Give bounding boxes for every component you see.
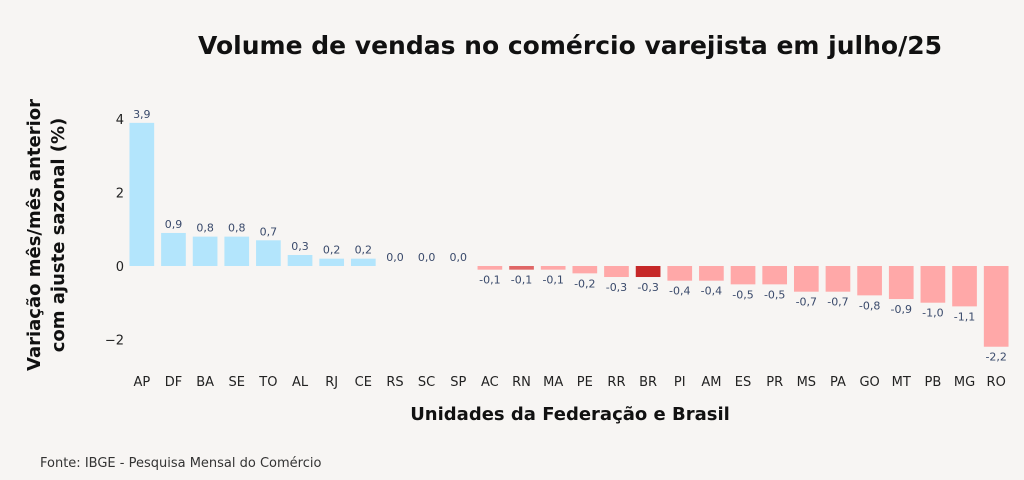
data-label-se: 0,8 bbox=[228, 222, 246, 235]
bar-pi bbox=[667, 266, 693, 281]
data-label-ac: -0,1 bbox=[479, 274, 500, 287]
data-label-go: -0,8 bbox=[859, 299, 880, 312]
bar-df bbox=[161, 232, 186, 266]
bar-pb bbox=[920, 266, 946, 303]
x-tick-to: TO bbox=[258, 375, 277, 390]
data-label-pe: -0,2 bbox=[574, 277, 595, 290]
data-label-es: -0,5 bbox=[732, 288, 753, 301]
x-tick-pr: PR bbox=[766, 375, 783, 390]
data-label-ms: -0,7 bbox=[796, 296, 817, 309]
y-axis-title: Variação mês/mês anterior com ajuste saz… bbox=[24, 99, 69, 371]
data-label-ap: 3,9 bbox=[133, 108, 151, 121]
x-tick-al: AL bbox=[292, 375, 309, 390]
x-tick-mt: MT bbox=[892, 375, 911, 390]
data-label-sp: 0,0 bbox=[450, 251, 468, 264]
y-tick-label: 0 bbox=[116, 260, 124, 275]
data-label-mt: -0,9 bbox=[891, 303, 912, 316]
x-tick-am: AM bbox=[701, 375, 721, 390]
x-tick-go: GO bbox=[859, 375, 879, 390]
data-labels: 3,9 0,9 0,8 0,8 0,7 0,3 0,2 0,2 0,0 0,0 0,0 -0,1 -0,… bbox=[133, 108, 1007, 364]
x-axis-ticks: AP DF BA SE TO AL RJ CE RS SC SP AC RN MA PE RR BR PI AM ES… bbox=[133, 375, 1005, 390]
data-label-al: 0,3 bbox=[291, 240, 309, 253]
bar-pe bbox=[572, 266, 598, 274]
data-label-rs: 0,0 bbox=[386, 251, 404, 264]
data-label-ce: 0,2 bbox=[355, 244, 373, 257]
x-tick-ap: AP bbox=[133, 375, 150, 390]
bar-pr bbox=[762, 266, 788, 285]
bars bbox=[129, 122, 1009, 347]
x-tick-rs: RS bbox=[386, 375, 403, 390]
bar-ro bbox=[983, 266, 1009, 347]
bar-es bbox=[730, 266, 756, 285]
x-tick-pe: PE bbox=[577, 375, 593, 390]
x-tick-ro: RO bbox=[987, 375, 1006, 390]
bar-ap bbox=[129, 122, 155, 267]
bar-am bbox=[699, 266, 724, 281]
bar-mt bbox=[888, 266, 914, 300]
data-label-pr: -0,5 bbox=[764, 288, 785, 301]
data-label-rn: -0,1 bbox=[511, 274, 532, 287]
bar-br bbox=[635, 266, 661, 278]
data-label-ro: -2,2 bbox=[985, 351, 1006, 364]
x-tick-ce: CE bbox=[355, 375, 372, 390]
x-tick-rj: RJ bbox=[325, 375, 338, 390]
bar-rj bbox=[319, 258, 345, 266]
bar-ce bbox=[350, 258, 376, 266]
x-tick-es: ES bbox=[735, 375, 751, 390]
y-axis-ticks: 4 2 0 −2 bbox=[105, 113, 124, 348]
x-tick-ms: MS bbox=[797, 375, 816, 390]
bar-pa bbox=[825, 266, 851, 292]
chart-title: Volume de vendas no comércio varejista e… bbox=[198, 31, 942, 60]
data-label-am: -0,4 bbox=[701, 285, 722, 298]
bar-al bbox=[287, 254, 313, 266]
y-tick-label: 4 bbox=[116, 113, 124, 128]
data-label-to: 0,7 bbox=[260, 225, 278, 238]
x-tick-sc: SC bbox=[418, 375, 435, 390]
x-axis-title: Unidades da Federação e Brasil bbox=[410, 404, 730, 425]
data-label-br: -0,3 bbox=[637, 281, 658, 294]
data-label-rr: -0,3 bbox=[606, 281, 627, 294]
data-label-mg: -1,1 bbox=[954, 310, 975, 323]
x-tick-sp: SP bbox=[450, 375, 466, 390]
bar-ac bbox=[477, 266, 503, 270]
x-tick-se: SE bbox=[229, 375, 245, 390]
x-tick-ba: BA bbox=[196, 375, 214, 390]
y-tick-label: −2 bbox=[105, 333, 124, 348]
data-label-df: 0,9 bbox=[165, 218, 183, 231]
bar-rr bbox=[604, 266, 629, 278]
bar-ma bbox=[540, 266, 566, 270]
bar-ba bbox=[192, 236, 218, 266]
x-tick-br: BR bbox=[639, 375, 657, 390]
data-label-ma: -0,1 bbox=[542, 274, 563, 287]
x-tick-ac: AC bbox=[481, 375, 499, 390]
y-axis-title-line-1: Variação mês/mês anterior bbox=[24, 99, 45, 371]
x-tick-mg: MG bbox=[954, 375, 975, 390]
source-note: Fonte: IBGE - Pesquisa Mensal do Comérci… bbox=[40, 456, 321, 471]
bar-mg bbox=[952, 266, 977, 307]
x-tick-ma: MA bbox=[543, 375, 563, 390]
y-axis-title-line-2: com ajuste sazonal (%) bbox=[48, 118, 69, 353]
data-label-pa: -0,7 bbox=[827, 296, 848, 309]
x-tick-rr: RR bbox=[607, 375, 625, 390]
y-tick-label: 2 bbox=[116, 187, 124, 202]
bar-ms bbox=[793, 266, 819, 292]
x-tick-pa: PA bbox=[830, 375, 846, 390]
x-tick-pb: PB bbox=[925, 375, 942, 390]
x-tick-rn: RN bbox=[512, 375, 531, 390]
data-label-pi: -0,4 bbox=[669, 285, 690, 298]
bar-go bbox=[857, 266, 882, 296]
bar-to bbox=[256, 240, 281, 266]
data-label-sc: 0,0 bbox=[418, 251, 436, 264]
x-tick-df: DF bbox=[165, 375, 183, 390]
bar-se bbox=[224, 236, 250, 266]
data-label-pb: -1,0 bbox=[922, 307, 943, 320]
data-label-ba: 0,8 bbox=[196, 222, 214, 235]
data-label-rj: 0,2 bbox=[323, 244, 341, 257]
x-tick-pi: PI bbox=[674, 375, 686, 390]
bar-rn bbox=[509, 266, 534, 270]
